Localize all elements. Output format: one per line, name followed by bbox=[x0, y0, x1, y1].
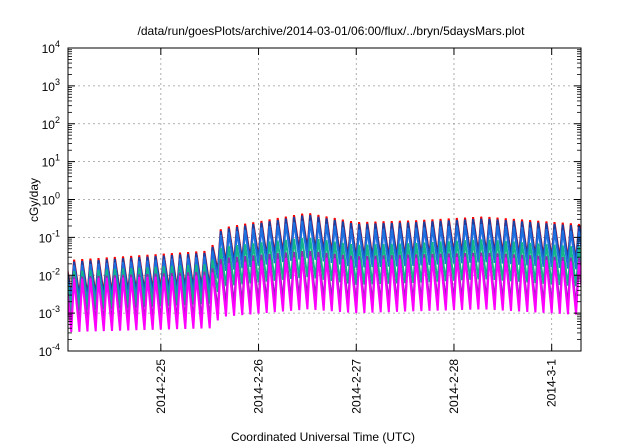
x-tick-label: 2014-3-1 bbox=[545, 359, 559, 407]
series-line-teal bbox=[68, 237, 581, 312]
x-tick-label: 2014-2-28 bbox=[447, 359, 461, 414]
y-tick-label: 10-2 bbox=[39, 266, 60, 283]
x-tick-label: 2014-2-27 bbox=[349, 359, 363, 414]
x-axis: 2014-2-25 2014-2-26 2014-2-27 2014-2-28 2014… bbox=[154, 48, 559, 414]
chart-title: /data/run/goesPlots/archive/2014-03-01/0… bbox=[138, 24, 526, 38]
y-tick-label: 103 bbox=[42, 77, 60, 94]
x-tick-label: 2014-2-26 bbox=[252, 359, 266, 414]
x-tick-label: 2014-2-25 bbox=[154, 359, 168, 414]
y-tick-label: 102 bbox=[42, 115, 60, 132]
y-tick-label: 101 bbox=[42, 153, 60, 170]
y-tick-label: 100 bbox=[42, 191, 60, 208]
y-axis: 104 103 102 101 100 10-1 10-2 10-3 10-4 bbox=[39, 39, 581, 359]
series-group bbox=[68, 213, 581, 333]
y-axis-label: cGy/day bbox=[27, 178, 41, 222]
y-tick-label: 10-3 bbox=[39, 304, 60, 321]
y-tick-label: 10-1 bbox=[39, 228, 60, 245]
series-line-blue bbox=[68, 220, 581, 304]
series-line-magenta bbox=[68, 256, 581, 333]
x-axis-label: Coordinated Universal Time (UTC) bbox=[231, 430, 415, 444]
y-tick-label: 10-4 bbox=[39, 342, 60, 359]
y-tick-label: 104 bbox=[42, 39, 60, 56]
